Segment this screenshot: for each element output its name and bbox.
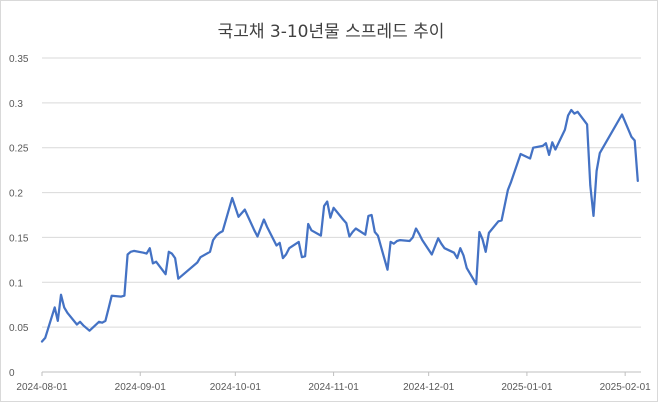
gridlines [42, 57, 641, 373]
spread-series-line [40, 108, 639, 343]
y-tick-label: 0.2 [9, 189, 23, 200]
x-tick-label: 2024-10-01 [210, 382, 262, 393]
x-tick-label: 2024-09-01 [115, 382, 167, 393]
x-tick-label: 2025-01-01 [501, 382, 553, 393]
y-tick-label: 0.05 [9, 323, 29, 334]
x-tick-label: 2024-11-01 [308, 382, 359, 393]
series-points [42, 110, 638, 342]
y-tick-label: 0.25 [9, 144, 29, 155]
y-tick-label: 0.35 [9, 54, 29, 65]
x-tick-label: 2025-02-01 [600, 382, 652, 393]
chart-title: 국고채 3-10년물 스프레드 추이 [218, 22, 445, 42]
x-tick-label: 2024-08-01 [16, 382, 68, 393]
y-tick-label: 0.1 [9, 278, 23, 289]
x-tick-label: 2024-12-01 [403, 382, 455, 393]
y-axis-ticks: 0 0.05 0.1 0.15 0.2 0.25 0.3 0.35 [9, 54, 29, 379]
y-tick-label: 0.15 [9, 233, 29, 244]
y-tick-label: 0.3 [9, 99, 23, 110]
y-tick-label: 0 [9, 368, 15, 379]
x-axis-ticks: 2024-08-01 2024-09-01 2024-10-01 2024-11-01… [16, 372, 651, 393]
